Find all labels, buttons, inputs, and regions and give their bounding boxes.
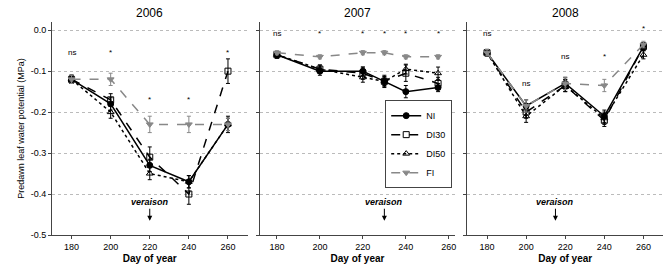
svg-text:*: * (361, 29, 364, 38)
svg-text:220: 220 (558, 242, 573, 252)
svg-text:220: 220 (142, 242, 157, 252)
svg-text:DI30: DI30 (426, 130, 445, 140)
svg-text:260: 260 (636, 242, 651, 252)
svg-text:220: 220 (355, 242, 370, 252)
svg-text:180: 180 (480, 242, 495, 252)
svg-text:DI50: DI50 (426, 149, 445, 159)
svg-text:ns: ns (561, 52, 569, 61)
svg-text:-0.2: -0.2 (31, 107, 47, 117)
svg-text:*: * (642, 24, 645, 33)
svg-text:-0.1: -0.1 (31, 66, 47, 76)
svg-text:Day of year: Day of year (331, 253, 385, 264)
svg-text:180: 180 (64, 242, 79, 252)
svg-text:2006: 2006 (136, 6, 163, 20)
svg-text:veraison: veraison (365, 197, 403, 207)
svg-text:260: 260 (220, 242, 235, 252)
svg-text:*: * (148, 95, 151, 104)
svg-text:260: 260 (441, 242, 456, 252)
svg-text:*: * (383, 29, 386, 38)
svg-text:*: * (109, 48, 112, 57)
svg-text:240: 240 (181, 242, 196, 252)
svg-text:*: * (187, 95, 190, 104)
svg-text:veraison: veraison (536, 197, 574, 207)
svg-text:ns: ns (273, 29, 281, 38)
svg-text:NI: NI (426, 111, 435, 121)
svg-text:FI: FI (426, 168, 434, 178)
svg-text:Predawn leaf water potential (: Predawn leaf water potential (MPa) (16, 58, 26, 199)
svg-text:ns: ns (522, 79, 530, 88)
svg-text:*: * (404, 29, 407, 38)
svg-text:-0.5: -0.5 (31, 230, 47, 240)
svg-text:0.0: 0.0 (34, 25, 47, 35)
svg-text:veraison: veraison (131, 197, 169, 207)
svg-text:240: 240 (597, 242, 612, 252)
svg-text:2008: 2008 (552, 6, 579, 20)
svg-text:-0.4: -0.4 (31, 189, 47, 199)
svg-text:2007: 2007 (344, 6, 371, 20)
svg-text:ns: ns (68, 48, 76, 57)
svg-text:180: 180 (269, 242, 284, 252)
svg-text:Day of year: Day of year (123, 253, 177, 264)
svg-text:*: * (437, 29, 440, 38)
svg-text:200: 200 (312, 242, 327, 252)
svg-text:Day of year: Day of year (538, 253, 592, 264)
svg-text:-0.3: -0.3 (31, 148, 47, 158)
svg-text:ns: ns (483, 29, 491, 38)
svg-text:*: * (318, 29, 321, 38)
svg-text:240: 240 (398, 242, 413, 252)
svg-text:200: 200 (519, 242, 534, 252)
svg-text:*: * (226, 48, 229, 57)
svg-text:200: 200 (103, 242, 118, 252)
svg-text:*: * (603, 52, 606, 61)
